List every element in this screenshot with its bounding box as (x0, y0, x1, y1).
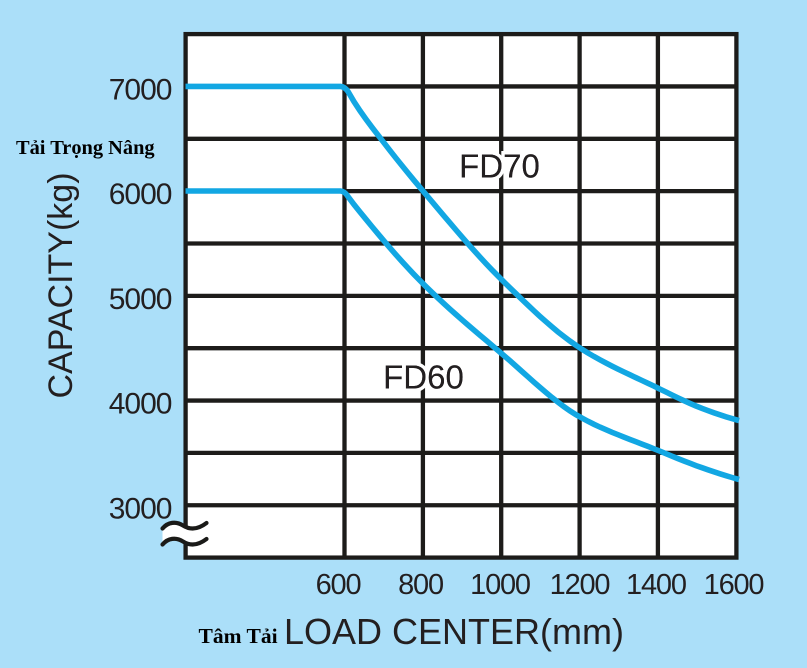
svg-text:FD70: FD70 (459, 148, 540, 185)
svg-text:FD70: FD70 (459, 148, 540, 185)
svg-text:Tâm Tải: Tâm Tải (199, 624, 278, 648)
svg-text:1600: 1600 (704, 569, 764, 601)
svg-text:800: 800 (398, 569, 443, 601)
svg-text:CAPACITY(kg): CAPACITY(kg) (42, 172, 80, 398)
svg-text:600: 600 (316, 569, 361, 601)
svg-text:6000: 6000 (109, 178, 172, 211)
svg-text:FD60: FD60 (383, 359, 464, 396)
svg-text:7000: 7000 (109, 73, 172, 106)
svg-text:FD60: FD60 (383, 359, 464, 396)
svg-text:5000: 5000 (109, 283, 172, 316)
svg-text:1000: 1000 (470, 569, 530, 601)
svg-text:3000: 3000 (109, 493, 172, 526)
svg-text:LOAD CENTER(mm): LOAD CENTER(mm) (284, 611, 624, 652)
svg-text:1200: 1200 (550, 569, 610, 601)
svg-text:4000: 4000 (109, 388, 172, 421)
svg-text:Tải Trọng Nâng: Tải Trọng Nâng (16, 137, 155, 159)
svg-text:1400: 1400 (626, 569, 686, 601)
